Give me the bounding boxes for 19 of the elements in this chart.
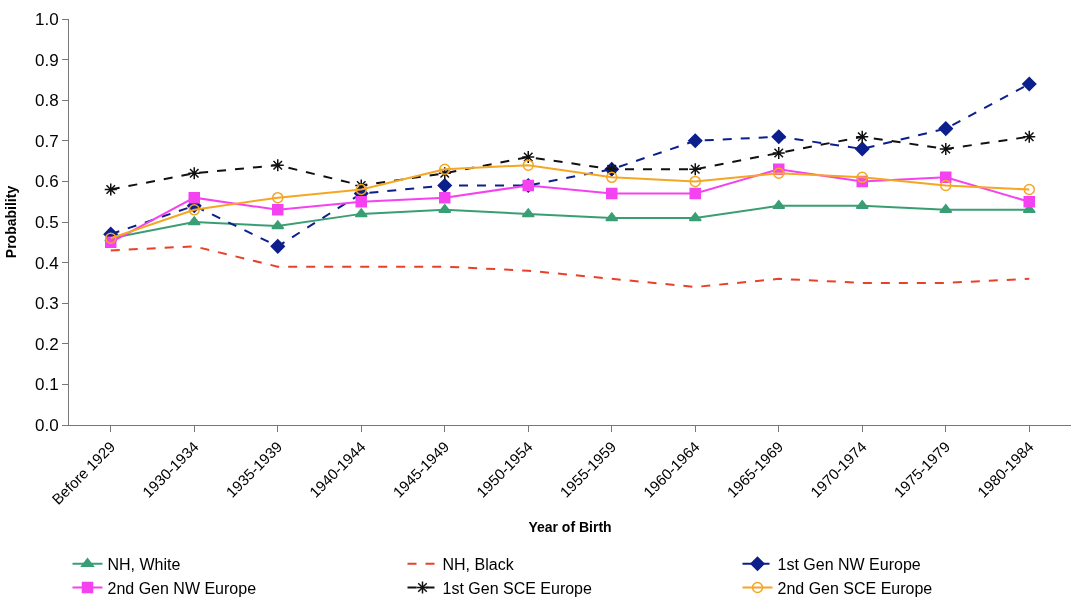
- legend-label: 1st Gen SCE Europe: [442, 579, 593, 597]
- legend-label: NH, White: [107, 555, 181, 573]
- y-tick-label: 0.4: [34, 253, 59, 273]
- y-tick-label: 0.1: [34, 375, 59, 395]
- legend-label: 2nd Gen SCE Europe: [777, 579, 933, 597]
- legend-label: 2nd Gen NW Europe: [107, 579, 257, 597]
- legend-label: NH, Black: [442, 555, 515, 573]
- legend-label: 1st Gen NW Europe: [777, 555, 921, 573]
- y-tick-label: 0.9: [34, 50, 59, 70]
- y-tick-label: 0.8: [34, 91, 59, 111]
- y-tick-label: 0.5: [34, 212, 59, 232]
- y-tick-label: 0.7: [34, 131, 59, 151]
- y-tick-label: 1.0: [34, 9, 59, 29]
- y-axis-title: Probability: [2, 185, 19, 259]
- x-axis-title: Year of Birth: [528, 519, 612, 536]
- y-tick-label: 0.3: [34, 294, 59, 314]
- y-tick-label: 0.2: [34, 334, 59, 354]
- y-tick-label: 0.6: [34, 172, 59, 192]
- y-tick-label: 0.0: [34, 415, 59, 435]
